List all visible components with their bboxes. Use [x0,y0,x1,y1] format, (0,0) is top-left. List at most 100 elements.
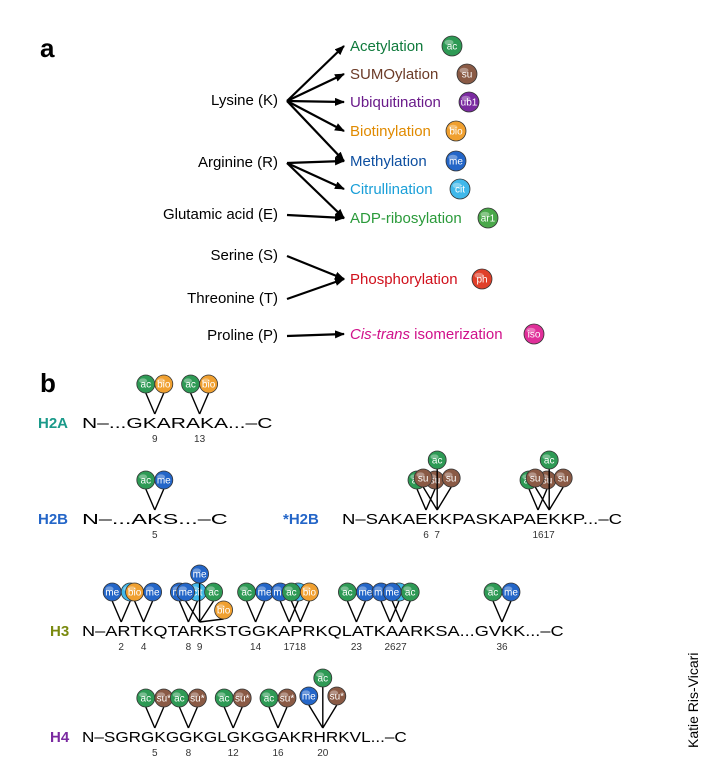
histone-name: *H2B [283,511,319,528]
badge-label: su [530,474,541,485]
modification-text: SUMOylation [350,66,438,83]
badge-highlight [257,586,266,592]
badge-highlight [448,154,458,161]
badge-su: su [553,468,573,488]
site-stem [308,704,324,729]
site-stem [268,706,279,729]
badge-label: ac [488,588,499,599]
badge-me: me [154,470,174,490]
modification-text: Acetylation [350,38,423,55]
site-position: 2 [118,642,124,653]
site-h3-36: 36 ac me [483,582,521,653]
badge-circle [523,323,545,345]
site-stem [154,488,165,511]
badge-ac: ac [259,688,279,708]
histone-name: H2A [38,415,68,432]
badge-highlight [358,586,367,592]
badge-label: ac [141,380,152,391]
badge-su: su* [232,688,252,708]
site-stem [288,600,299,623]
badge-label: me [273,588,287,599]
site-stem [245,600,257,623]
site-stem [120,600,131,623]
arrow-thr-phospho [286,277,345,301]
modification-isomer: Cis-trans isomerization [350,326,503,343]
badge-highlight [139,474,148,480]
modification-text: Biotinylation [350,123,431,140]
site-h2b-5: 5 ac me [136,470,174,541]
badge-su: su* [277,688,297,708]
site-stem [198,392,210,415]
badge-highlight [284,586,293,592]
site-h3-4: 4 bio me [125,582,163,653]
site-h3-23: 23 ac me [337,582,375,653]
badge-highlight [145,586,154,592]
badge-label: ac [141,476,152,487]
badge-highlight [474,272,484,279]
badge-highlight [416,472,425,478]
site-position: 6 [423,530,429,541]
badge-label: ac [219,694,230,705]
modification-text: Methylation [350,153,427,170]
badge-su: su [441,468,461,488]
site-stem [254,600,266,623]
badge-circle [400,582,420,602]
site-position: 5 [152,748,158,759]
badge-label: ac [405,588,416,599]
residue-ser: Serine (S) [210,247,278,264]
badge-highlight [201,378,210,384]
site-stem [199,600,215,623]
badge-ac: ac [400,582,420,602]
badge-me: me [143,582,163,602]
badge-highlight [157,474,166,480]
badge-highlight [139,378,148,384]
site-position: 13 [194,434,206,445]
badge-circle [456,63,478,85]
badge-circle [458,91,480,113]
badge-circle [299,582,319,602]
badge-methylation: me [445,150,467,172]
badge-label: ac [447,42,458,53]
site-stem [189,392,201,415]
badge-label: ar1 [481,214,496,225]
badge-me: me [176,582,196,602]
modification-biotinylation: Biotinylation [350,123,431,140]
residue-thr: Threonine (T) [187,290,278,307]
arrow-ser-phospho [286,254,345,281]
badge-highlight [444,472,453,478]
badge-bio: bio [125,582,145,602]
modification-methylation: Methylation [350,153,427,170]
badge-ac: ac [181,374,201,394]
site-position: 27 [396,642,408,653]
badge-label: ac [318,674,329,685]
site-position: 17 [284,642,296,653]
badge-me: me [102,582,122,602]
modification-phospho: Phosphorylation [350,271,458,288]
site-stem [534,486,550,511]
badge-circle [441,468,461,488]
badge-circle [199,374,219,394]
badge-su: su [525,468,545,488]
badge-label: me [258,588,272,599]
badge-label: su [542,476,553,487]
badge-label: su* [235,694,250,705]
badge-label: su [558,474,569,485]
panel-a-label: a [40,33,55,63]
site-stem [389,600,400,623]
site-stem [416,488,427,511]
badge-su: su* [327,686,347,706]
badge-label: bio [217,606,231,617]
badge-label: ub1 [461,98,478,109]
badge-circle [154,374,174,394]
site-stem [400,600,411,623]
badge-label: me [504,588,518,599]
modification-text: Citrullination [350,181,433,198]
residue-lys: Lysine (K) [211,92,278,109]
histone-sequence: N–...GKARAKA...–C [82,415,273,432]
site-stem [199,618,224,623]
badge-highlight [302,586,311,592]
badge-ac: ac [313,668,333,688]
